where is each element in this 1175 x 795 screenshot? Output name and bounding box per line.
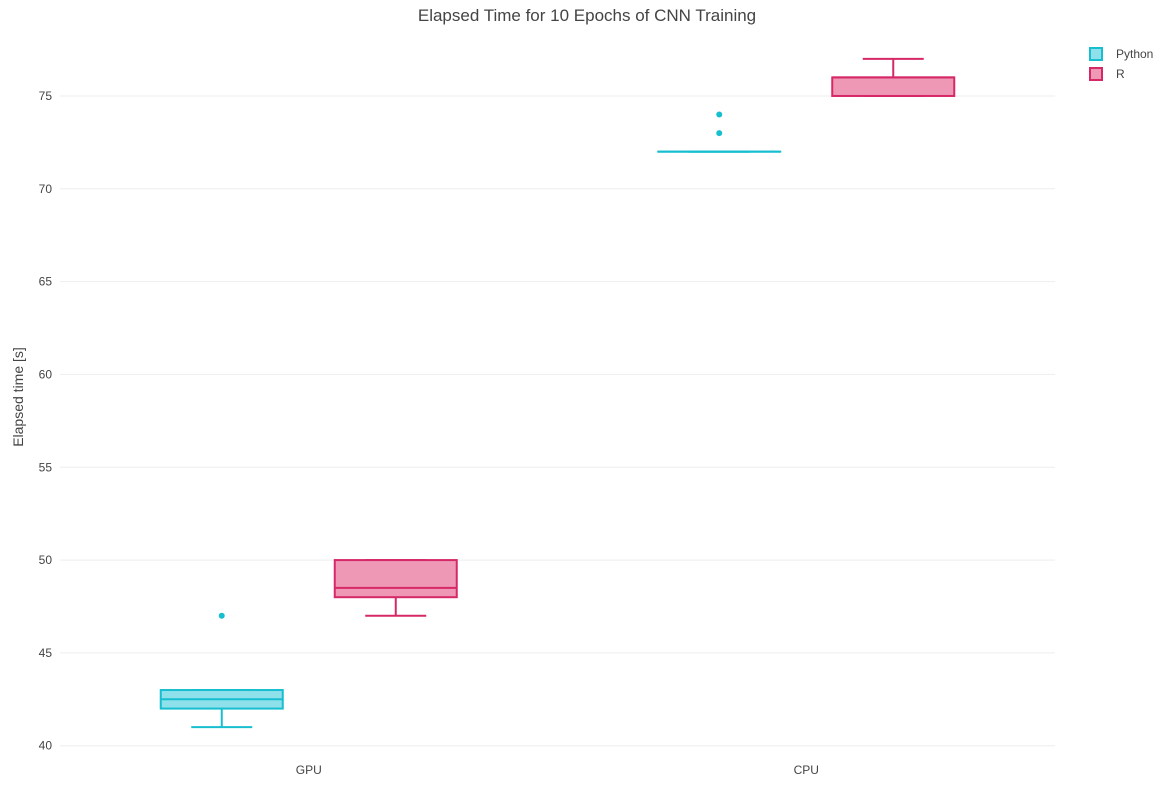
chart-title: Elapsed Time for 10 Epochs of CNN Traini… [418,6,756,25]
y-tick-label: 40 [39,739,53,753]
outlier-point [218,612,225,619]
y-tick-label: 45 [39,646,53,660]
box-r-gpu[interactable] [333,559,458,617]
box-python-gpu[interactable] [159,612,284,729]
y-tick-label: 65 [39,275,53,289]
box-iqr [831,76,956,97]
gridlines [60,95,1055,747]
legend-label: Python [1116,47,1153,61]
legend-item-r[interactable]: R [1089,67,1125,81]
series-python [159,111,782,729]
y-axis-tick-labels: 40 45 50 55 60 65 70 75 [39,89,53,753]
x-tick-label: CPU [794,763,819,777]
box-series [159,57,956,729]
outlier-point [716,111,723,118]
legend-label: R [1116,67,1125,81]
y-tick-label: 55 [39,460,53,474]
legend-item-python[interactable]: Python [1089,47,1153,61]
box-python-cpu[interactable] [657,111,782,153]
y-tick-label: 60 [39,367,53,381]
y-tick-label: 70 [39,182,53,196]
legend-swatch [1089,67,1103,81]
outlier-point [716,130,723,137]
x-tick-label: GPU [296,763,322,777]
box-iqr [333,559,458,599]
box-r-cpu[interactable] [831,57,956,97]
legend-swatch [1089,47,1103,61]
series-r [333,57,956,617]
x-axis-tick-labels: GPU CPU [296,763,819,777]
y-axis-title: Elapsed time [s] [10,347,26,447]
legend[interactable]: Python R [1089,47,1153,81]
y-tick-label: 50 [39,553,53,567]
y-tick-label: 75 [39,89,53,103]
